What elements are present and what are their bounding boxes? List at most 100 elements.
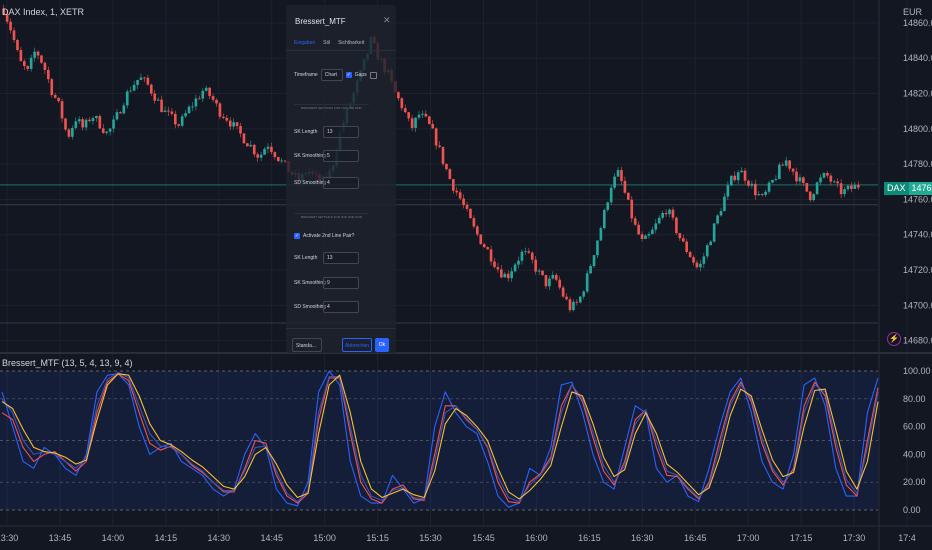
- close-icon[interactable]: ✕: [383, 15, 391, 25]
- candle-body: [839, 183, 843, 195]
- last-price-badge: DAX 14768.20: [884, 182, 932, 195]
- time-axis[interactable]: 13:30 13:45 14:00 14:15 14:30 14:45 15:00 15:15…: [0, 533, 916, 543]
- candle-body: [668, 209, 671, 215]
- candle-body: [675, 217, 678, 234]
- section-header-1: BRESSERT SETTINGS FOR 1ST LINE PAIR: [294, 104, 369, 110]
- candle-body: [603, 209, 606, 229]
- candle-body: [685, 241, 688, 252]
- candle-body: [249, 144, 253, 147]
- candle-body: [50, 79, 54, 95]
- tab-divider: [286, 50, 396, 51]
- candle-body: [417, 114, 421, 118]
- symbol-title[interactable]: DAX Index, 1, XETR: [2, 7, 85, 17]
- candle-body: [843, 189, 846, 195]
- sk-length2-input[interactable]: 13: [323, 252, 359, 264]
- candle-body: [688, 251, 692, 258]
- activate-checkbox[interactable]: ✓: [294, 233, 300, 239]
- indicator-title[interactable]: Bressert_MTF (13, 5, 4, 13, 9, 4): [2, 358, 133, 368]
- info-icon[interactable]: [369, 71, 377, 79]
- candle-body: [623, 180, 627, 193]
- candle-body: [259, 154, 263, 158]
- candle-body: [568, 299, 572, 311]
- candle-body: [434, 128, 438, 146]
- candle-body: [283, 160, 287, 162]
- time-tick-label: 15:30: [419, 533, 442, 543]
- candle-body: [215, 99, 218, 104]
- candle-body: [582, 291, 586, 297]
- ok-button[interactable]: Ok: [375, 338, 389, 352]
- candle-body: [486, 247, 489, 250]
- candle-body: [778, 164, 781, 179]
- candle-body: [627, 192, 630, 200]
- candle-body: [149, 84, 153, 94]
- tab-sichtbarkeit[interactable]: Sichtbarkeit: [338, 40, 365, 46]
- sk-smoothing-input[interactable]: 5: [323, 150, 359, 162]
- gaps-checkbox[interactable]: ✓: [345, 72, 352, 78]
- osc-line-sd1: [1, 373, 879, 504]
- candle-body: [736, 172, 740, 181]
- candle-body: [585, 273, 589, 292]
- candle-body: [657, 217, 661, 224]
- candle-body: [788, 160, 791, 169]
- candle-body: [451, 179, 455, 191]
- sk-smoothing-label: SK Smoothing: [294, 153, 326, 159]
- cancel-button[interactable]: Abbrechen: [342, 338, 372, 352]
- candle-body: [105, 131, 108, 133]
- candle-body: [517, 260, 520, 265]
- gaps-label: Gaps: [354, 72, 367, 78]
- candle-body: [630, 199, 634, 219]
- time-tick-label: 14:30: [207, 533, 230, 543]
- lightning-icon[interactable]: ⚡: [887, 332, 901, 346]
- candle-body: [578, 296, 582, 303]
- candle-body: [764, 191, 767, 196]
- time-tick-label: 17:30: [843, 533, 866, 543]
- timeframe-select[interactable]: Chart: [320, 69, 343, 81]
- sk-smoothing2-label: SK Smoothing: [294, 280, 326, 286]
- candle-body: [784, 160, 788, 166]
- candle-body: [115, 112, 119, 120]
- candle-body: [177, 124, 181, 126]
- sk-length-input[interactable]: 13: [323, 126, 359, 138]
- candle-body: [500, 269, 503, 278]
- candle-body: [22, 61, 26, 66]
- candle-body: [469, 208, 472, 219]
- oscillator-axis[interactable]: 100.00 80.00 60.00 40.00 20.00 0.00: [903, 366, 931, 515]
- currency-label[interactable]: EUR: [903, 7, 923, 17]
- candle-body: [476, 226, 479, 235]
- candle-body: [263, 148, 266, 155]
- candle-body: [754, 183, 757, 196]
- defaults-dropdown[interactable]: Standa...: [292, 338, 322, 352]
- price-axis[interactable]: 14860.00 14840.00 14820.00 14800.00 14780.00…: [903, 18, 932, 346]
- candle-body: [246, 143, 249, 147]
- candle-body: [67, 129, 71, 137]
- candle-body: [606, 202, 610, 210]
- price-tick-label: 14680.00: [903, 336, 932, 346]
- candle-body: [760, 194, 764, 196]
- candle-body: [53, 94, 57, 98]
- candle-body: [228, 120, 232, 127]
- candle-body: [812, 194, 815, 201]
- candle-body: [180, 116, 184, 126]
- candle-body: [187, 106, 191, 114]
- candle-body: [750, 183, 754, 186]
- sd-smoothing-input[interactable]: 4: [323, 177, 359, 189]
- tab-stil[interactable]: Stil: [323, 40, 331, 46]
- candle-body: [129, 90, 133, 92]
- candle-body: [572, 301, 575, 311]
- candle-body: [771, 179, 774, 183]
- candle-body: [427, 116, 431, 124]
- price-tick-label: 14760.00: [903, 194, 932, 204]
- candle-body: [791, 168, 795, 172]
- time-tick-label: 16:00: [525, 533, 548, 543]
- sd-smoothing2-input[interactable]: 4: [323, 301, 359, 313]
- candle-body: [633, 218, 637, 225]
- candle-body: [77, 119, 81, 122]
- candle-body: [465, 204, 469, 209]
- time-tick-label: 14:00: [102, 533, 125, 543]
- price-tick-label: 14740.00: [903, 230, 932, 240]
- osc-tick-label: 80.00: [903, 394, 926, 404]
- sk-smoothing2-input[interactable]: 9: [323, 277, 359, 289]
- candle-body: [729, 175, 733, 186]
- candle-body: [699, 263, 702, 268]
